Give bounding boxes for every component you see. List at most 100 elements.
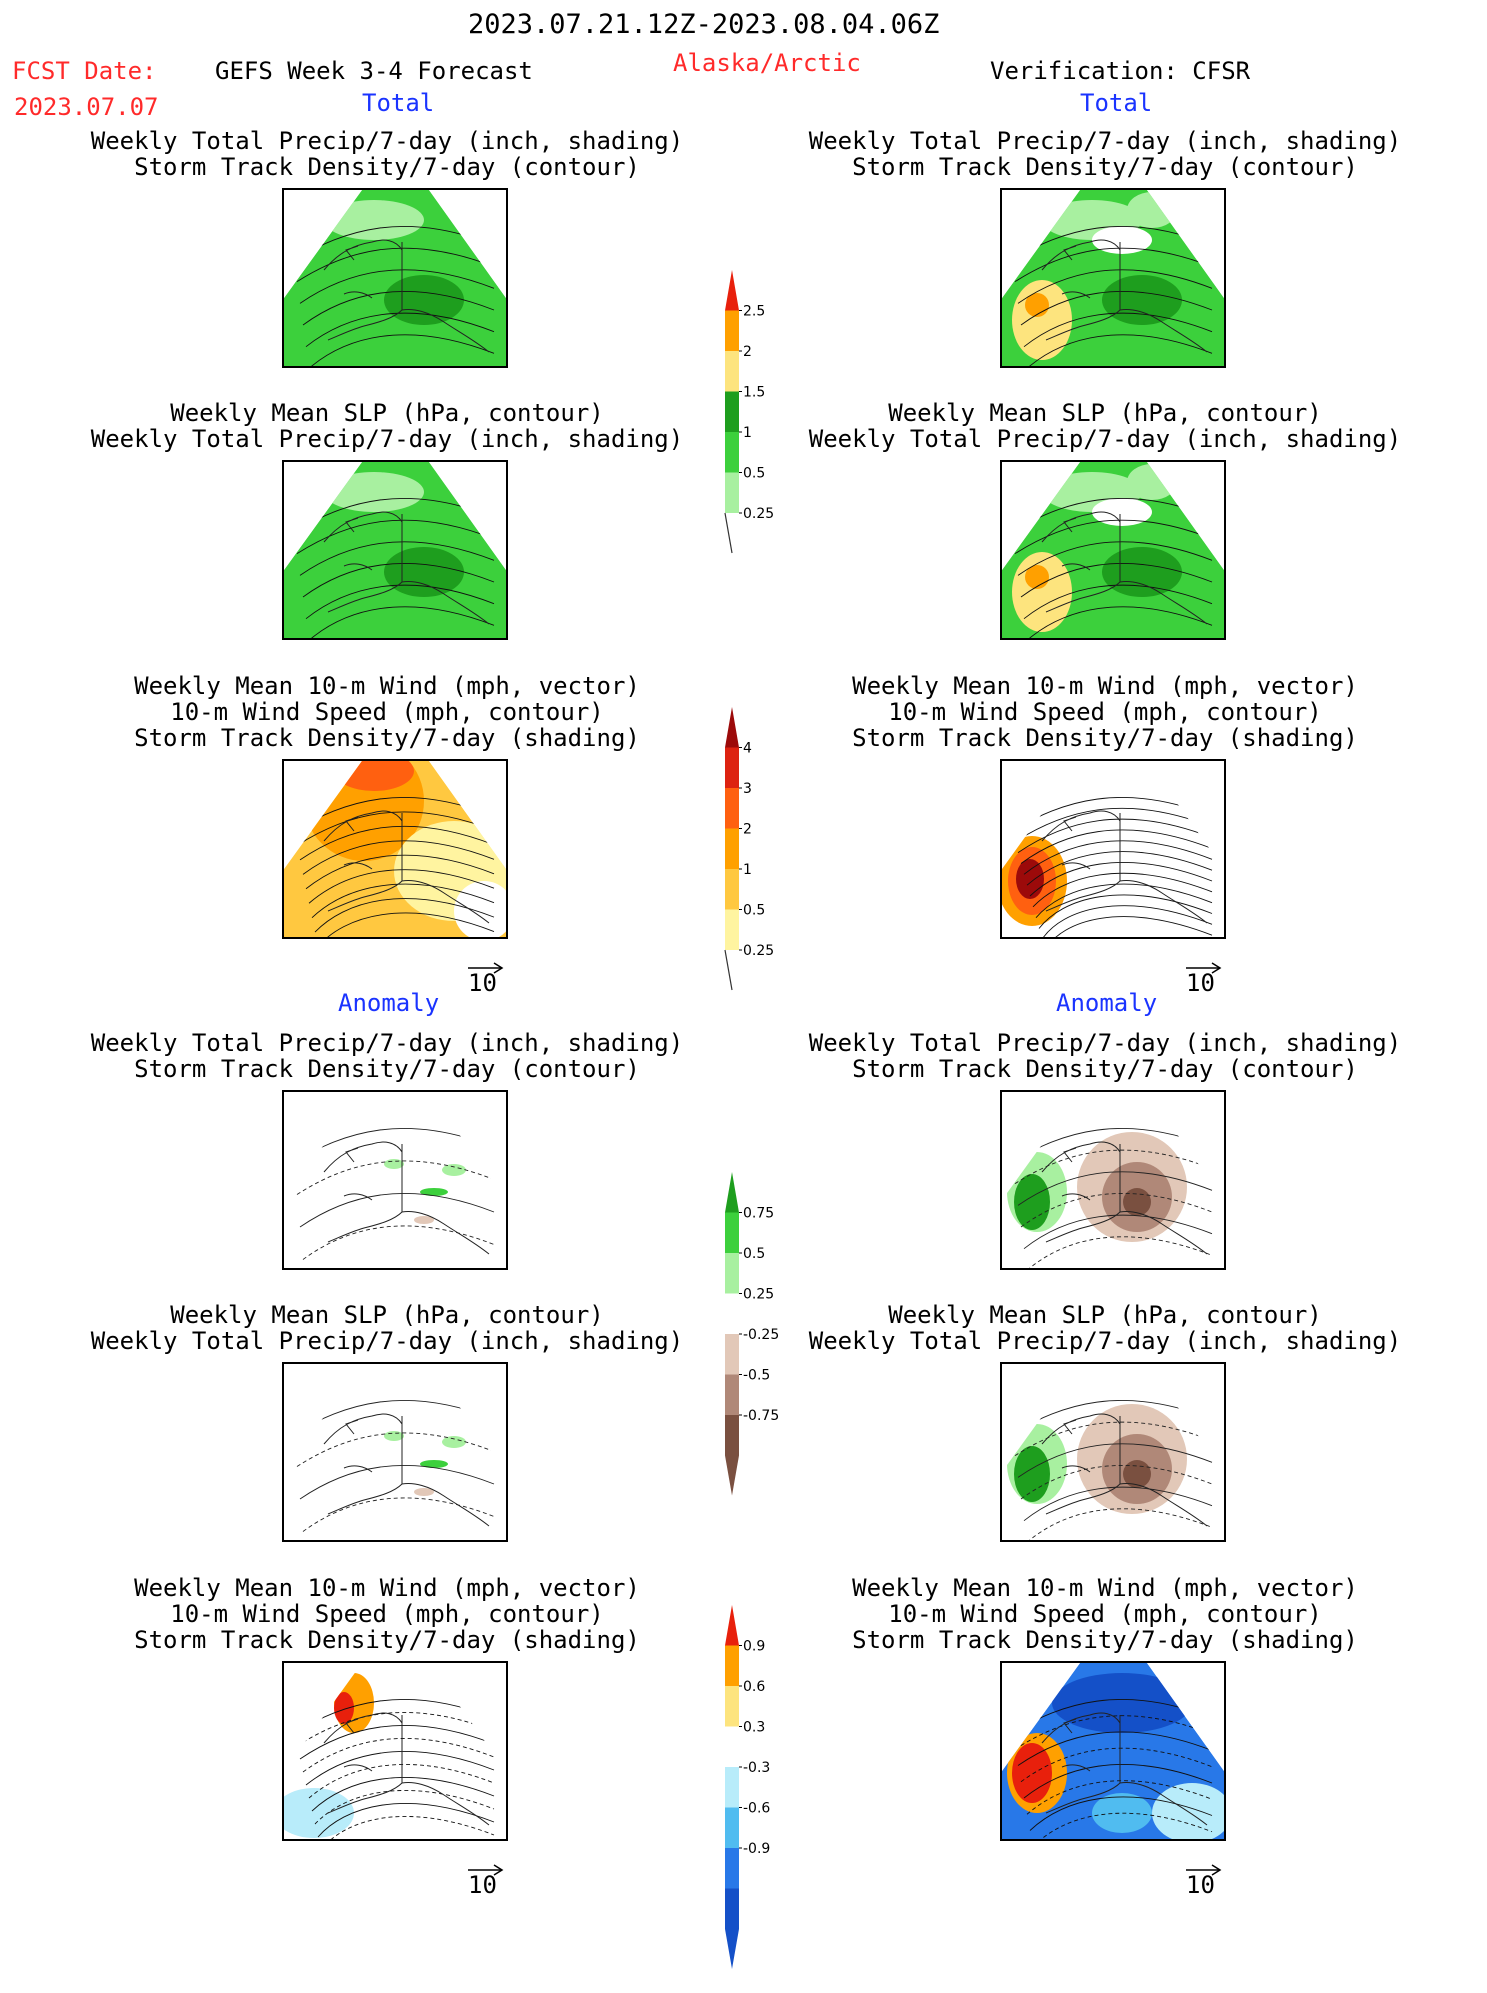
title-l4-b: Storm Track Density/7-day (contour) bbox=[134, 1055, 640, 1083]
contour-line bbox=[299, 1193, 495, 1228]
map-anom-precip-track-verif bbox=[1000, 1090, 1226, 1270]
contour-line bbox=[302, 1225, 495, 1260]
date-range-title: 2023.07.21.12Z-2023.08.04.06Z bbox=[468, 9, 940, 40]
contour-line bbox=[1032, 1812, 1213, 1839]
contour-line bbox=[1026, 1508, 1213, 1540]
shaded-area bbox=[1012, 552, 1072, 632]
colorbar-top-triangle bbox=[725, 1605, 739, 1646]
shaded-area bbox=[1127, 464, 1177, 500]
contour-line bbox=[1017, 818, 1213, 854]
map-total-precip-track-verif bbox=[1000, 188, 1226, 368]
colorbar-track-total: 4 3 2 1 0.5 0.25 bbox=[724, 707, 805, 997]
colorbar-segment bbox=[725, 1334, 739, 1375]
title-r1-a: Weekly Total Precip/7-day (inch, shading… bbox=[808, 127, 1402, 155]
contour-line bbox=[1023, 584, 1213, 620]
shaded-area bbox=[384, 1159, 404, 1169]
colorbar-tick-label: 2 bbox=[743, 344, 752, 360]
colorbar-segment bbox=[725, 1807, 739, 1848]
contour-line bbox=[1017, 269, 1213, 304]
colorbar-tail bbox=[724, 512, 733, 554]
colorbar-tick-label: 0.25 bbox=[743, 506, 774, 522]
vector-ref-total-left: 10 bbox=[466, 960, 508, 1004]
shaded-area bbox=[420, 1188, 448, 1196]
left-anomaly-label: Anomaly bbox=[338, 989, 440, 1017]
contour-line bbox=[305, 584, 495, 620]
shaded-area bbox=[284, 1788, 354, 1838]
colorbar-tick-label: -0.6 bbox=[743, 1801, 770, 1817]
contour-line bbox=[1041, 905, 1213, 937]
title-l6-c: Storm Track Density/7-day (shading) bbox=[134, 1626, 640, 1654]
colorbar-segment bbox=[725, 869, 739, 910]
title-r4-a: Weekly Total Precip/7-day (inch, shading… bbox=[808, 1029, 1402, 1057]
contour-line bbox=[1020, 291, 1213, 326]
vector-ref-label: 10 bbox=[468, 969, 497, 997]
title-l3-c: Storm Track Density/7-day (shading) bbox=[134, 724, 640, 752]
fcst-date-value: 2023.07.07 bbox=[14, 93, 159, 121]
arrow-right-icon bbox=[1186, 962, 1222, 974]
contour-line bbox=[308, 606, 495, 638]
shaded-area bbox=[1102, 547, 1182, 597]
contour-line bbox=[1014, 247, 1213, 283]
title-r1-b: Storm Track Density/7-day (contour) bbox=[852, 153, 1358, 181]
contour-line bbox=[305, 1751, 495, 1786]
contour-line bbox=[302, 563, 495, 598]
colorbar-segment bbox=[725, 1293, 739, 1334]
shaded-area bbox=[1123, 1188, 1151, 1216]
shaded-area bbox=[1092, 1793, 1152, 1833]
contour-line bbox=[317, 912, 495, 937]
colorbar-tick-label: -0.9 bbox=[743, 1841, 770, 1857]
title-l3-b: 10-m Wind Speed (mph, contour) bbox=[170, 698, 604, 726]
colorbar-segment bbox=[725, 1374, 739, 1415]
colorbar-segment bbox=[725, 1726, 739, 1767]
vector-ref-label: 10 bbox=[468, 1871, 497, 1899]
colorbar-tick-label: -0.3 bbox=[743, 1760, 770, 1776]
title-r5-b: Weekly Total Precip/7-day (inch, shading… bbox=[808, 1327, 1402, 1355]
shaded-area bbox=[1123, 1460, 1151, 1488]
left-total-label: Total bbox=[362, 89, 435, 117]
shaded-area bbox=[1092, 226, 1152, 254]
colorbar-segment bbox=[725, 391, 739, 432]
colorbar-segment bbox=[725, 1848, 739, 1889]
vector-ref-anom-right: 10 bbox=[1184, 1862, 1226, 1906]
colorbar-tick-label: 2.5 bbox=[743, 304, 765, 320]
colorbar-segment bbox=[725, 1212, 739, 1253]
map-anom-slp-precip-verif bbox=[1000, 1362, 1226, 1542]
contour-line bbox=[314, 1790, 495, 1825]
colorbar-tick-label: 1 bbox=[743, 862, 752, 878]
contour-line bbox=[1026, 606, 1213, 638]
shaded-area bbox=[1092, 498, 1152, 526]
shaded-area bbox=[1152, 1783, 1224, 1839]
contour-line bbox=[1014, 519, 1213, 555]
contour-line bbox=[314, 898, 495, 933]
title-r2-a: Weekly Mean SLP (hPa, contour) bbox=[888, 399, 1322, 427]
colorbar-segment bbox=[725, 1767, 739, 1808]
contour-line bbox=[317, 1803, 495, 1838]
shaded-area bbox=[384, 275, 464, 325]
title-l1-b: Storm Track Density/7-day (contour) bbox=[134, 153, 640, 181]
map-total-wind-forecast bbox=[282, 759, 508, 939]
colorbar-segment bbox=[725, 1686, 739, 1727]
arrow-right-icon bbox=[468, 1864, 504, 1876]
colorbar-tick-label: 0.3 bbox=[743, 1720, 765, 1736]
colorbar-segment bbox=[725, 1415, 739, 1456]
contour-line bbox=[311, 1777, 495, 1812]
contour-line bbox=[1023, 1486, 1213, 1522]
contour-line bbox=[1017, 1731, 1213, 1766]
colorbar-segment bbox=[725, 310, 739, 351]
colorbar-tick-label: 0.5 bbox=[743, 466, 765, 482]
contour-line bbox=[1038, 894, 1213, 929]
contour-line bbox=[1035, 883, 1213, 918]
colorbar-tick-label: -0.25 bbox=[743, 1327, 779, 1343]
colorbar-tick-label: 0.5 bbox=[743, 1246, 765, 1262]
shaded-area bbox=[1012, 280, 1072, 360]
contour-line bbox=[1023, 312, 1213, 348]
colorbar-bottom-triangle bbox=[725, 1929, 739, 1969]
map-total-slp-precip-verif bbox=[1000, 460, 1226, 640]
colorbar-tail bbox=[724, 949, 733, 991]
contour-line bbox=[1026, 334, 1213, 366]
colorbar-track-anom: 0.9 0.6 0.3 -0.3 -0.6 -0.9 bbox=[725, 1605, 805, 1969]
title-r3-c: Storm Track Density/7-day (shading) bbox=[852, 724, 1358, 752]
contour-line bbox=[308, 869, 495, 904]
contour-line bbox=[1017, 541, 1213, 576]
colorbar-segment bbox=[725, 1888, 739, 1929]
